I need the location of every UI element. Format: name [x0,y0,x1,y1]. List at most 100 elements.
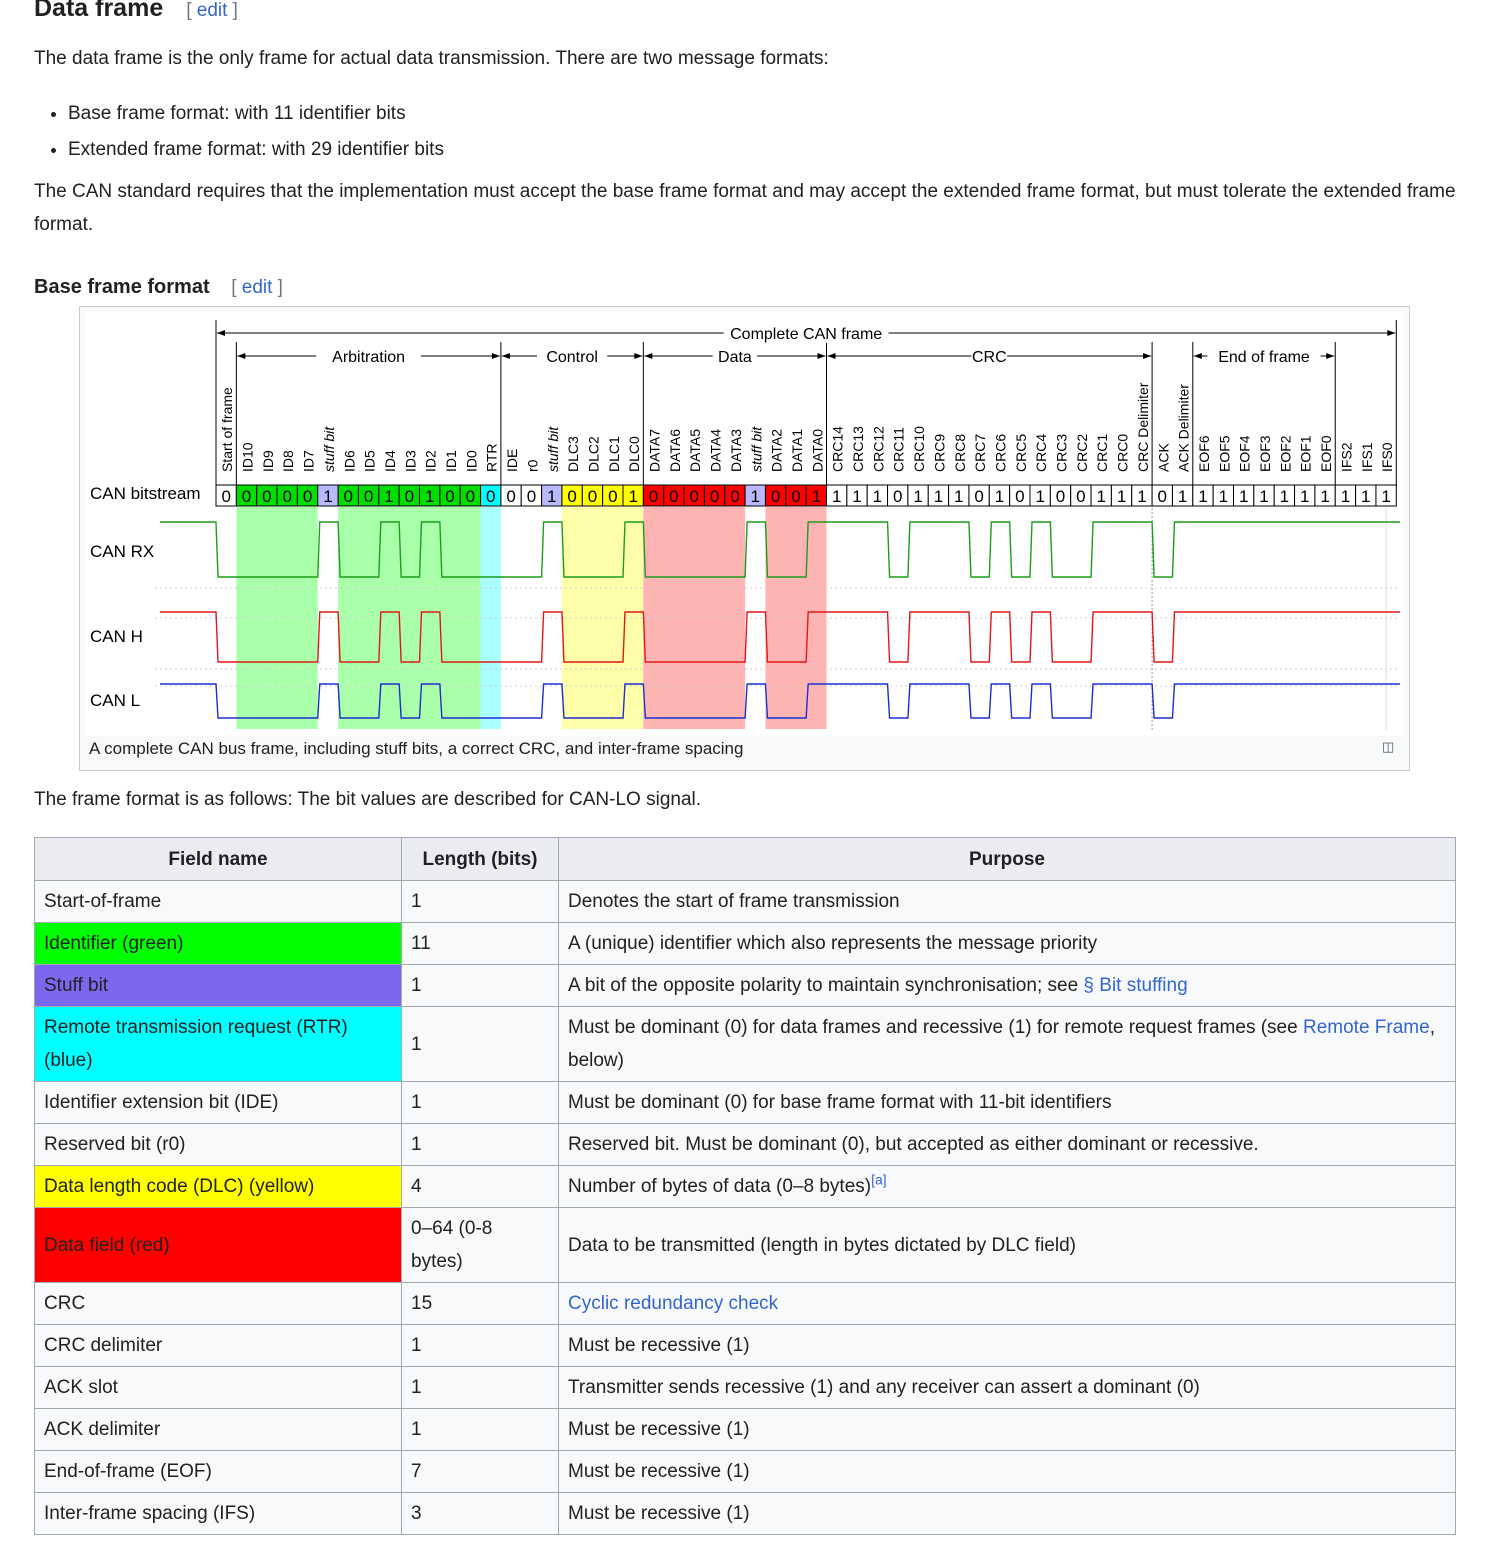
bit-name-label: ID2 [423,450,439,472]
bit-name-label: DLC3 [565,436,581,472]
length-cell: 0–64 (0-8 bytes) [401,1207,559,1283]
bit-name-label: DATA4 [708,429,724,472]
bit-value: 1 [1259,487,1268,506]
bit-value: 0 [405,487,414,506]
purpose-link[interactable]: Cyclic redundancy check [568,1293,779,1314]
bit-name-label: DATA1 [789,429,805,472]
bit-name-label: EOF3 [1257,435,1273,472]
list-item: Base frame format: with 11 identifier bi… [68,96,444,132]
length-cell: 15 [401,1282,559,1325]
table-row: ACK delimiter 1 Must be recessive (1) [34,1408,1456,1451]
arrow-left-icon [827,353,836,359]
field-name-cell: Data field (red) [34,1207,402,1283]
bit-value: 1 [873,487,882,506]
arrow-left-icon [217,330,225,336]
bit-name-label: IFS2 [1338,442,1354,472]
field-name-cell: Identifier (green) [34,922,402,965]
bit-value: 0 [1056,487,1065,506]
bit-name-label: ID6 [341,450,357,472]
arrow-left-icon [237,353,246,359]
bit-name-label: ID9 [260,450,276,472]
bit-name-label: EOF4 [1237,435,1253,472]
table-row: Start-of-frame 1 Denotes the start of fram… [34,880,1456,923]
bit-value: 0 [221,487,230,506]
purpose-link[interactable]: § Bit stuffing [1083,975,1188,996]
table-row: Data length code (DLC) (yellow) 4 Number o… [34,1165,1456,1208]
arrow-right-icon [817,353,826,359]
bit-value: 1 [547,487,556,506]
purpose-cell: Data to be transmitted (length in bytes … [558,1207,1456,1283]
bit-name-label: CRC14 [830,426,846,472]
bracket-label: Arbitration [332,349,405,366]
bit-value: 1 [934,487,943,506]
bit-value: 0 [730,487,739,506]
subsection-edit-link[interactable]: edit [241,277,273,298]
bit-value: 0 [506,487,515,506]
bit-value: 0 [974,487,983,506]
length-cell: 1 [401,1123,559,1166]
arrow-right-icon [1387,330,1396,336]
purpose-cell: A (unique) identifier which also represe… [558,922,1456,965]
bit-value: 1 [1300,487,1309,506]
length-cell: 1 [401,1408,559,1451]
bit-value: 1 [1361,487,1370,506]
section-edit-link[interactable]: edit [196,0,228,21]
bit-name-label: CRC1 [1094,434,1110,472]
purpose-link[interactable]: Remote Frame [1302,1017,1430,1038]
bit-name-label: EOF1 [1298,435,1314,472]
table-row: CRC delimiter 1 Must be recessive (1) [34,1324,1456,1367]
table-header-row: Field name Length (bits) Purpose [34,837,1456,881]
bit-value: 0 [791,487,800,506]
bit-value: 1 [384,487,393,506]
purpose-cell: Denotes the start of frame transmission [558,880,1456,923]
bit-name-label: ID0 [463,450,479,472]
purpose-cell: Must be recessive (1) [558,1492,1456,1535]
bracket-label: End of frame [1218,349,1310,366]
bit-value: 1 [852,487,861,506]
arrow-left-icon [1193,353,1202,359]
field-name-cell: CRC [34,1282,402,1325]
can-rx-trace [160,521,1400,578]
header-purpose: Purpose [558,837,1456,881]
bit-cell [1375,484,1397,507]
length-cell: 1 [401,1366,559,1409]
bit-value: 0 [303,487,312,506]
purpose-cell: Reserved bit. Must be dominant (0), but … [558,1123,1456,1166]
bit-name-label: DLC2 [585,436,601,472]
bit-value: 0 [689,487,698,506]
bit-value: 1 [628,487,637,506]
bit-value: 1 [1280,487,1289,506]
length-cell: 3 [401,1492,559,1535]
length-cell: 11 [401,922,559,965]
bit-value: 1 [1117,487,1126,506]
field-name-cell: Stuff bit [34,964,402,1007]
bit-name-label: stuff bit [545,426,561,472]
field-name-cell: Inter-frame spacing (IFS) [34,1492,402,1535]
purpose-cell: Must be recessive (1) [558,1324,1456,1367]
bit-value: 1 [1198,487,1207,506]
magnify-clip-icon[interactable]: ◫ [1382,739,1395,754]
can-frame-figure: Complete CAN frame Arbitration Control Data… [79,306,1410,771]
bit-name-label: DLC0 [626,436,642,472]
can-frame-diagram[interactable]: Complete CAN frame Arbitration Control Data… [85,312,1404,736]
arrow-right-icon [1143,353,1152,359]
bit-name-label: DATA3 [728,429,744,472]
bit-value: 0 [771,487,780,506]
bit-name-label: CRC12 [870,426,886,472]
bit-value: 0 [669,487,678,506]
bit-value: 1 [913,487,922,506]
bit-value: 1 [1219,487,1228,506]
footnote-link[interactable]: [a] [871,1171,887,1188]
can-l-trace [160,683,1400,719]
length-cell: 1 [401,964,559,1007]
table-row: End-of-frame (EOF) 7 Must be recessive (1) [34,1450,1456,1493]
bit-name-label: ACK [1155,443,1171,472]
bit-value: 1 [1239,487,1248,506]
bit-value: 0 [527,487,536,506]
format-note: The frame format is as follows: The bit … [34,789,702,810]
bit-name-label: stuff bit [748,426,764,472]
bit-value: 0 [466,487,475,506]
bit-name-label: ID4 [382,450,398,472]
field-name-cell: Data length code (DLC) (yellow) [34,1165,402,1208]
field-name-cell: Start-of-frame [34,880,402,923]
